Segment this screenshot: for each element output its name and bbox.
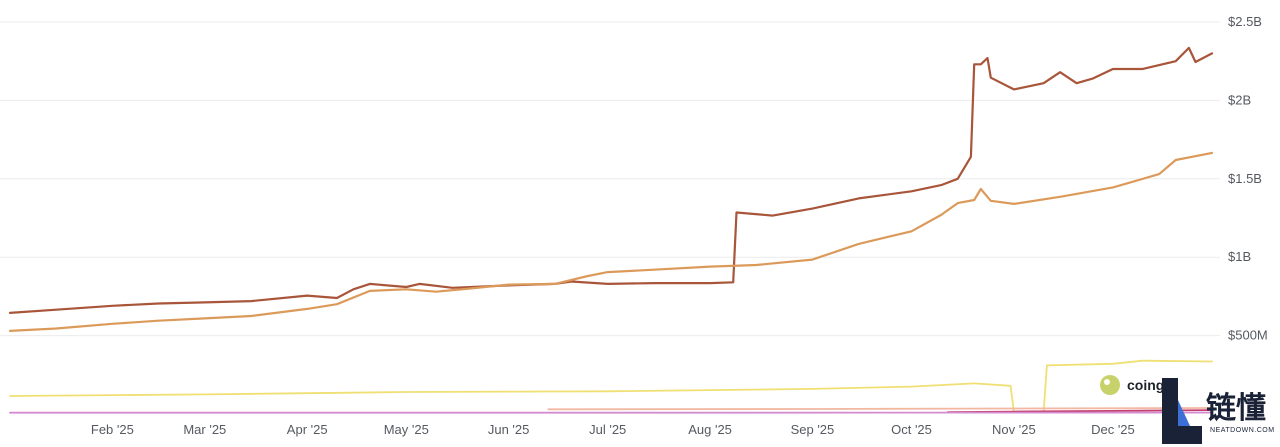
x-tick-label: Oct '25 <box>891 422 932 437</box>
coin-logo-icon <box>1100 375 1120 395</box>
y-tick-label: $1.5B <box>1228 171 1262 186</box>
x-tick-label: Apr '25 <box>287 422 328 437</box>
neatdown-logo-glyphs: 链懂 <box>1206 391 1266 426</box>
series-line-2 <box>8 151 1214 332</box>
x-tick-label: Jul '25 <box>589 422 626 437</box>
y-tick-label: $500M <box>1228 328 1268 343</box>
series-group <box>8 46 1214 414</box>
x-tick-label: Jun '25 <box>488 422 530 437</box>
series-line-4 <box>547 407 1213 411</box>
watermark-text: coing <box>1127 377 1164 393</box>
neatdown-logo-sub: NEATDOWN.COM <box>1210 427 1275 434</box>
x-tick-label: Feb '25 <box>91 422 134 437</box>
neatdown-l-icon <box>1162 378 1202 444</box>
neatdown-l-accent-icon <box>1178 400 1190 426</box>
watermark-badge: coing <box>1100 375 1164 395</box>
coin-logo-eye-icon <box>1104 379 1110 385</box>
x-axis-ticks: Feb '25 Mar '25 Apr '25 May '25 Jun '25 Jul '… <box>91 422 1135 437</box>
x-tick-label: Dec '25 <box>1091 422 1135 437</box>
y-tick-label: $2B <box>1228 92 1251 107</box>
x-tick-label: May '25 <box>384 422 429 437</box>
y-axis-ticks: $500M $1B $1.5B $2B $2.5B <box>1228 14 1268 343</box>
x-tick-label: Nov '25 <box>992 422 1036 437</box>
x-tick-label: Mar '25 <box>183 422 226 437</box>
neatdown-logo: 链懂 NEATDOWN.COM <box>1162 378 1275 444</box>
x-tick-label: Sep '25 <box>791 422 835 437</box>
grid-lines <box>0 21 1220 337</box>
y-tick-label: $1B <box>1228 249 1251 264</box>
y-tick-label: $2.5B <box>1228 14 1262 29</box>
series-line-3 <box>9 359 1213 414</box>
series-line-1 <box>8 46 1214 314</box>
x-tick-label: Aug '25 <box>688 422 732 437</box>
